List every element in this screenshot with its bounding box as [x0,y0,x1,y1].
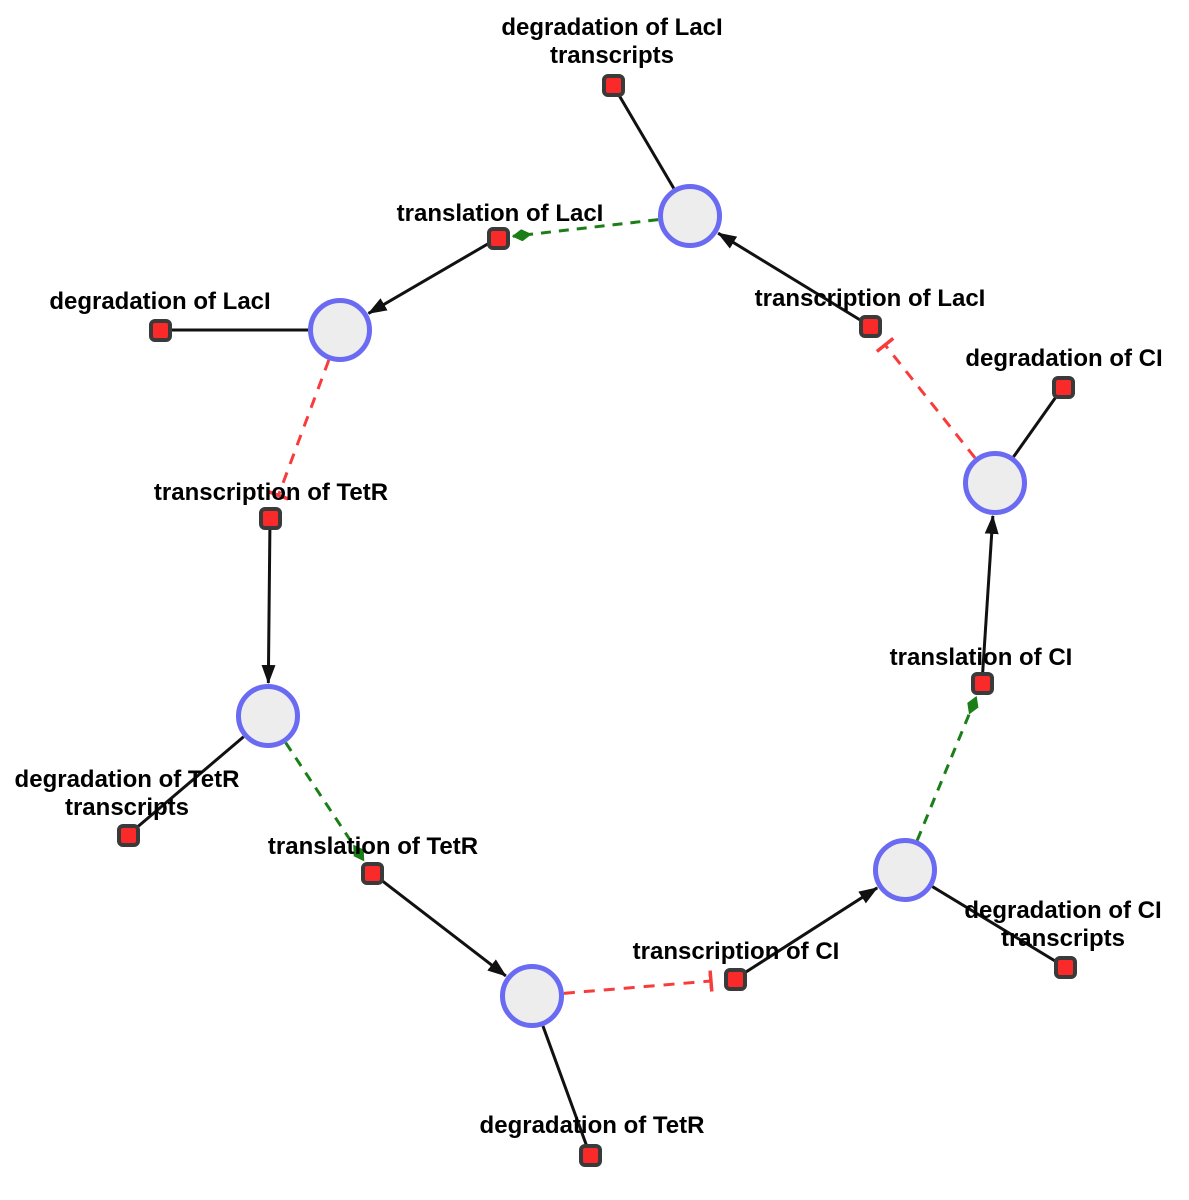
reaction-node-deg_laci [148,318,172,342]
reaction-node-transcr_laci [858,314,882,338]
reaction-node-transl_laci [486,226,510,250]
edge-consumption-ci_protein-to-deg_ci [1012,386,1065,458]
edge-production-transl_laci-to-laci_protein [367,236,499,315]
edge-inhibition-laci_protein-to-transcr_tetr [267,359,331,501]
reaction-label-deg_ci: degradation of CI [965,345,1162,373]
edge-consumption-tetr_protein-to-deg_tetr [541,1025,592,1156]
edge-production-transl_tetr-to-tetr_protein [371,871,507,978]
species-node-ci_mrna [873,838,937,902]
reaction-label-line: translation of CI [889,644,1073,671]
edge-modifier-laci_mrna-to-transl_laci [511,218,659,242]
reaction-label-line: transcription of CI [632,938,840,965]
reaction-label-line: degradation of CI [965,345,1163,372]
reaction-node-deg_tetr [578,1143,602,1167]
timecourse-inset-chart [413,428,775,768]
timecourse-chart-svg [413,428,775,768]
reaction-label-line: transcripts [1000,925,1126,952]
reaction-label-line: degradation of LacI [501,14,723,41]
reaction-label-line: degradation of LacI [49,288,271,315]
reaction-node-transl_ci [970,671,994,695]
reaction-label-transl_ci: translation of CI [890,644,1073,672]
reaction-label-line: transcription of LacI [754,285,986,312]
reaction-node-deg_ci_tx [1053,955,1077,979]
reaction-label-deg_tetr_tx: degradation of TetR transcripts [15,766,240,822]
edge-consumption-laci_mrna-to-deg_laci_tx [611,84,676,190]
reaction-node-transl_tetr [360,861,384,885]
reaction-label-line: translation of TetR [267,833,479,860]
species-node-laci_mrna [658,184,722,248]
species-node-ci_protein [963,451,1027,515]
reaction-label-line: transcription of TetR [153,479,389,506]
reaction-label-line: degradation of TetR [479,1112,705,1139]
species-node-tetr_mrna [236,684,300,748]
edge-consumption-ci_mrna-to-deg_ci_tx [931,885,1066,969]
edge-modifier-tetr_mrna-to-transl_tetr [284,741,365,862]
reaction-label-deg_laci_tx: degradation of LacI transcripts [501,14,722,70]
reaction-node-deg_laci_tx [601,73,625,97]
edge-modifier-ci_mrna-to-transl_ci [915,695,979,841]
edge-inhibition-ci_protein-to-transcr_laci [875,336,977,459]
edge-consumption-tetr_mrna-to-deg_tetr_tx [127,735,245,837]
reaction-label-deg_tetr: degradation of TetR [480,1112,705,1140]
reaction-label-deg_ci_tx: degradation of CI transcripts [964,897,1161,953]
reaction-label-transl_laci: translation of LacI [397,200,604,228]
edge-production-transcr_tetr-to-tetr_mrna [261,517,276,685]
reaction-node-deg_ci [1051,375,1075,399]
reaction-label-line: transcripts [549,42,675,69]
reaction-label-deg_laci: degradation of LacI [49,288,270,316]
edge-production-transcr_laci-to-laci_mrna [717,231,871,328]
reaction-label-transcr_laci: transcription of LacI [755,285,986,313]
reaction-label-transcr_ci: transcription of CI [633,938,840,966]
reaction-label-line: translation of LacI [396,200,604,227]
reaction-node-deg_tetr_tx [116,823,140,847]
reaction-node-transcr_tetr [258,506,282,530]
edge-production-transl_ci-to-ci_protein [980,514,999,684]
reaction-label-transcr_tetr: transcription of TetR [154,479,388,507]
reaction-label-transl_tetr: translation of TetR [268,833,478,861]
edge-inhibition-tetr_protein-to-transcr_ci [563,970,714,995]
reaction-label-line: degradation of CI [964,897,1162,924]
reaction-node-transcr_ci [723,967,747,991]
species-node-laci_protein [308,298,372,362]
reaction-label-line: degradation of TetR [14,766,240,793]
reaction-label-line: transcripts [64,794,190,821]
edge-production-transcr_ci-to-ci_mrna [734,886,879,981]
species-node-tetr_protein [500,964,564,1028]
